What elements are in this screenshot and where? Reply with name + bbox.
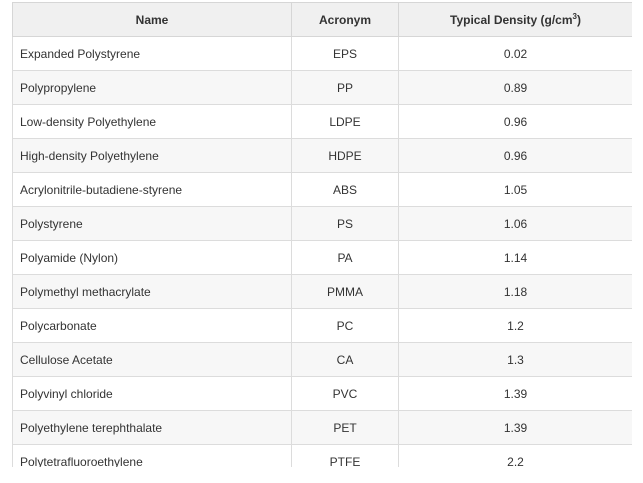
cell-acronym: EPS	[291, 36, 399, 71]
density-header-text: Typical Density (g/cm	[450, 12, 573, 27]
cell-name: Polystyrene	[12, 206, 292, 241]
density-header-close: )	[576, 12, 581, 27]
table-row: High-density Polyethylene HDPE 0.96	[12, 138, 632, 173]
cell-name: Polyethylene terephthalate	[12, 410, 292, 445]
table-row: Polypropylene PP 0.89	[12, 70, 632, 105]
table-row: Cellulose Acetate CA 1.3	[12, 342, 632, 377]
cell-density: 1.05	[398, 172, 632, 207]
cell-acronym: PS	[291, 206, 399, 241]
polymer-density-table: Name Acronym Typical Density (g/cm3) Exp…	[12, 2, 632, 467]
cell-name: High-density Polyethylene	[12, 138, 292, 173]
column-header-name[interactable]: Name	[12, 2, 292, 37]
table-row: Polyethylene terephthalate PET 1.39	[12, 410, 632, 445]
table-body: Expanded Polystyrene EPS 0.02 Polypropylene…	[12, 36, 632, 467]
cell-acronym: PVC	[291, 376, 399, 411]
cell-name: Expanded Polystyrene	[12, 36, 292, 71]
cell-density: 0.96	[398, 104, 632, 139]
table-row: Polymethyl methacrylate PMMA 1.18	[12, 274, 632, 309]
table-row: Polytetrafluoroethylene PTFE 2.2	[12, 444, 632, 467]
density-header-exponent: 3	[572, 11, 577, 21]
cell-density: 2.2	[398, 444, 632, 467]
table-row: Polystyrene PS 1.06	[12, 206, 632, 241]
column-header-density[interactable]: Typical Density (g/cm3)	[398, 2, 632, 37]
cell-name: Polycarbonate	[12, 308, 292, 343]
cell-name: Polyamide (Nylon)	[12, 240, 292, 275]
cell-acronym: PMMA	[291, 274, 399, 309]
cell-name: Low-density Polyethylene	[12, 104, 292, 139]
header-row: Name Acronym Typical Density (g/cm3)	[12, 2, 632, 37]
cell-density: 1.2	[398, 308, 632, 343]
cell-name: Polypropylene	[12, 70, 292, 105]
cell-name: Polymethyl methacrylate	[12, 274, 292, 309]
cell-density: 1.14	[398, 240, 632, 275]
cell-acronym: PC	[291, 308, 399, 343]
table-row: Polycarbonate PC 1.2	[12, 308, 632, 343]
table-row: Low-density Polyethylene LDPE 0.96	[12, 104, 632, 139]
cell-density: 1.39	[398, 410, 632, 445]
table-row: Expanded Polystyrene EPS 0.02	[12, 36, 632, 71]
table-row: Polyamide (Nylon) PA 1.14	[12, 240, 632, 275]
table-row: Polyvinyl chloride PVC 1.39	[12, 376, 632, 411]
column-header-acronym[interactable]: Acronym	[291, 2, 399, 37]
table-row: Acrylonitrile-butadiene-styrene ABS 1.05	[12, 172, 632, 207]
cell-density: 1.06	[398, 206, 632, 241]
density-table-container: Name Acronym Typical Density (g/cm3) Exp…	[12, 2, 632, 467]
cell-density: 0.02	[398, 36, 632, 71]
cell-acronym: PTFE	[291, 444, 399, 467]
cell-acronym: HDPE	[291, 138, 399, 173]
cell-density: 1.39	[398, 376, 632, 411]
cell-name: Polytetrafluoroethylene	[12, 444, 292, 467]
table-header: Name Acronym Typical Density (g/cm3)	[12, 2, 632, 37]
cell-density: 0.96	[398, 138, 632, 173]
cell-name: Polyvinyl chloride	[12, 376, 292, 411]
cell-acronym: CA	[291, 342, 399, 377]
cell-density: 1.18	[398, 274, 632, 309]
cell-acronym: LDPE	[291, 104, 399, 139]
cell-name: Acrylonitrile-butadiene-styrene	[12, 172, 292, 207]
cell-density: 1.3	[398, 342, 632, 377]
cell-name: Cellulose Acetate	[12, 342, 292, 377]
cell-acronym: PP	[291, 70, 399, 105]
cell-density: 0.89	[398, 70, 632, 105]
cell-acronym: PET	[291, 410, 399, 445]
cell-acronym: PA	[291, 240, 399, 275]
cell-acronym: ABS	[291, 172, 399, 207]
